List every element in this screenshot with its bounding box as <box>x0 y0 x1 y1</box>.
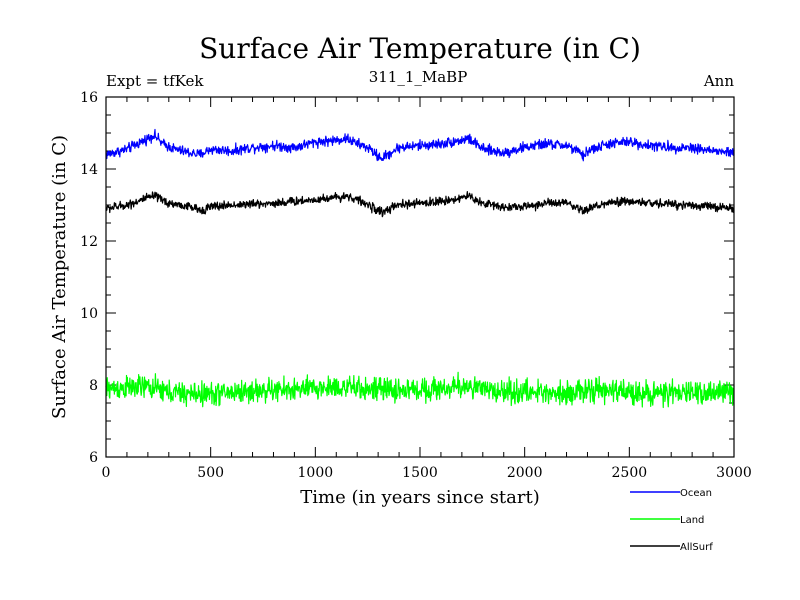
experiment-label: Expt = tfKek <box>106 72 204 90</box>
y-tick-label: 8 <box>89 378 98 394</box>
legend-label-ocean: Ocean <box>680 488 712 499</box>
x-axis-label: Time (in years since start) <box>300 487 540 508</box>
series-line-allsurf <box>105 191 735 218</box>
series-line-land <box>105 371 735 409</box>
x-tick-label: 1500 <box>402 465 438 481</box>
legend-label-allsurf: AllSurf <box>680 542 713 553</box>
plot-frame <box>105 96 735 458</box>
chart-title: Surface Air Temperature (in C) <box>199 32 641 65</box>
x-tick-label: 2000 <box>507 465 543 481</box>
y-axis-label: Surface Air Temperature (in C) <box>49 135 70 419</box>
x-tick-label: 2500 <box>612 465 648 481</box>
period-label: Ann <box>703 72 734 90</box>
y-tick-label: 6 <box>89 450 98 466</box>
chart-subtitle: 311_1_MaBP <box>369 68 468 86</box>
x-tick-label: 500 <box>197 465 224 481</box>
y-tick-label: 10 <box>80 306 98 322</box>
x-tick-label: 0 <box>102 465 111 481</box>
x-tick-label: 3000 <box>716 465 752 481</box>
legend: Ocean Land AllSurf <box>630 488 713 553</box>
series-line-ocean <box>105 128 735 162</box>
x-tick-label: 1000 <box>298 465 334 481</box>
y-tick-label: 14 <box>80 162 98 178</box>
y-tick-label: 12 <box>80 234 98 250</box>
legend-label-land: Land <box>680 515 704 526</box>
y-tick-label: 16 <box>80 90 98 106</box>
plot-area: 0 500 1000 1500 2000 2500 3000 6 8 10 12 14 16 <box>80 90 752 481</box>
